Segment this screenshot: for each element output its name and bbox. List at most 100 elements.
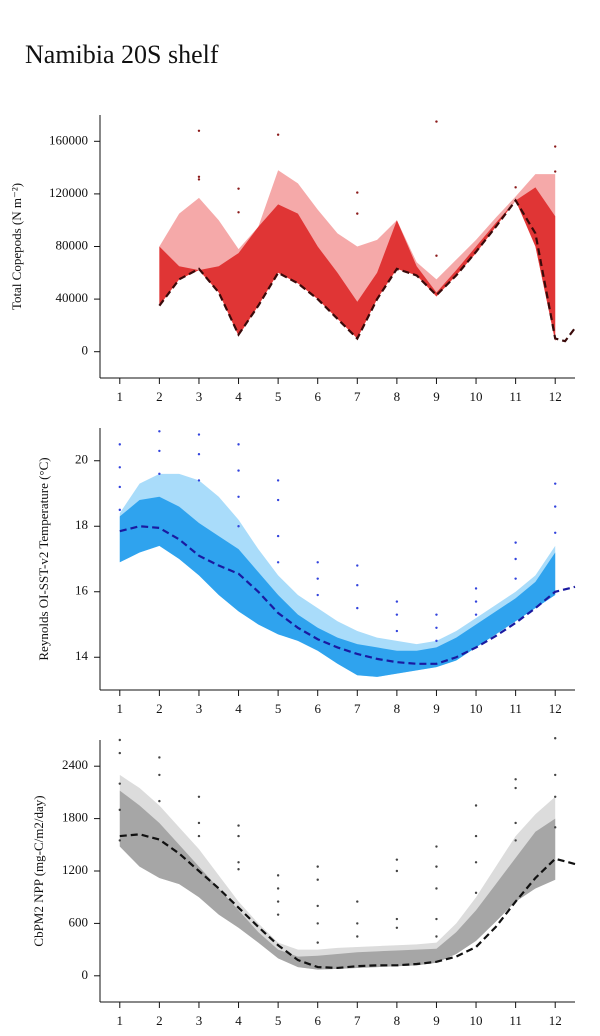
point	[276, 874, 280, 877]
point	[554, 531, 557, 534]
point	[158, 449, 161, 453]
point	[276, 498, 280, 502]
point	[514, 839, 517, 842]
point	[276, 479, 280, 482]
x-tick-label: 6	[314, 1013, 321, 1028]
point	[435, 613, 438, 616]
x-tick-label: 12	[549, 701, 562, 716]
point	[237, 868, 240, 871]
x-tick-label: 10	[470, 701, 483, 716]
x-tick-label: 2	[156, 1013, 163, 1028]
point	[435, 626, 438, 629]
y-tick-label: 120000	[49, 185, 88, 200]
point	[197, 178, 201, 181]
point	[118, 443, 121, 446]
x-tick-label: 6	[314, 389, 321, 404]
figure-title: Namibia 20S shelf	[25, 40, 219, 69]
x-tick-label: 5	[275, 701, 282, 716]
point	[237, 187, 240, 190]
point	[554, 482, 557, 485]
y-tick-label: 80000	[56, 237, 89, 252]
point	[474, 891, 478, 895]
point	[395, 858, 399, 861]
y-axis-label: CbPM2 NPP (mg-C/m2/day)	[31, 795, 46, 946]
point	[237, 469, 240, 472]
point	[316, 577, 319, 580]
point	[197, 129, 201, 132]
point	[514, 821, 517, 825]
point	[356, 191, 359, 194]
point	[197, 795, 201, 798]
point	[514, 557, 517, 561]
point	[237, 495, 240, 498]
point	[118, 485, 121, 489]
point	[158, 430, 161, 433]
point	[474, 600, 478, 603]
point	[554, 773, 557, 777]
point	[474, 587, 478, 590]
point	[514, 778, 517, 781]
x-tick-label: 1	[117, 1013, 124, 1028]
x-tick-label: 12	[549, 389, 562, 404]
point	[435, 845, 438, 848]
point	[237, 443, 240, 446]
point	[316, 904, 319, 908]
x-tick-label: 2	[156, 389, 163, 404]
x-tick-label: 3	[196, 701, 203, 716]
y-axis-label: Reynolds OI-SST-v2 Temperature (°C)	[36, 457, 51, 660]
band	[119, 790, 556, 970]
point	[395, 869, 399, 873]
x-tick-label: 7	[354, 389, 361, 404]
point	[197, 479, 201, 482]
point	[356, 900, 359, 903]
point	[435, 254, 438, 257]
x-tick-label: 5	[275, 1013, 282, 1028]
y-tick-label: 600	[69, 914, 89, 929]
x-tick-label: 2	[156, 701, 163, 716]
point	[276, 133, 280, 136]
median-line	[158, 198, 576, 343]
y-tick-label: 0	[82, 343, 89, 358]
point	[118, 738, 121, 742]
point	[435, 935, 438, 938]
x-tick-label: 4	[235, 1013, 242, 1028]
x-tick-label: 4	[235, 701, 242, 716]
point	[237, 211, 240, 214]
x-tick-label: 1	[117, 701, 124, 716]
point	[197, 821, 201, 825]
point	[435, 639, 438, 643]
x-tick-label: 5	[275, 389, 282, 404]
y-tick-label: 14	[75, 648, 89, 663]
point	[197, 834, 201, 838]
y-tick-label: 18	[75, 517, 88, 532]
y-tick-label: 2400	[62, 757, 88, 772]
point	[435, 865, 438, 868]
point	[514, 786, 517, 790]
x-tick-label: 7	[354, 1013, 361, 1028]
x-tick-label: 10	[470, 1013, 483, 1028]
point	[158, 756, 161, 759]
point	[356, 212, 359, 215]
y-tick-label: 1200	[62, 862, 88, 877]
x-tick-label: 8	[394, 389, 401, 404]
point	[237, 834, 240, 838]
x-tick-label: 8	[394, 701, 401, 716]
point	[356, 606, 359, 610]
y-tick-label: 20	[75, 452, 88, 467]
x-tick-label: 12	[549, 1013, 562, 1028]
point	[435, 120, 438, 123]
point	[118, 751, 121, 755]
point	[514, 541, 517, 544]
point	[395, 600, 399, 603]
point	[356, 584, 359, 587]
y-axis-label: Total Copepods (N m⁻²)	[9, 183, 24, 310]
x-tick-label: 10	[470, 389, 483, 404]
point	[237, 525, 240, 528]
point	[237, 861, 240, 864]
point	[474, 613, 478, 616]
point	[435, 917, 438, 921]
point	[474, 834, 478, 838]
point	[118, 782, 121, 785]
point	[514, 577, 517, 580]
